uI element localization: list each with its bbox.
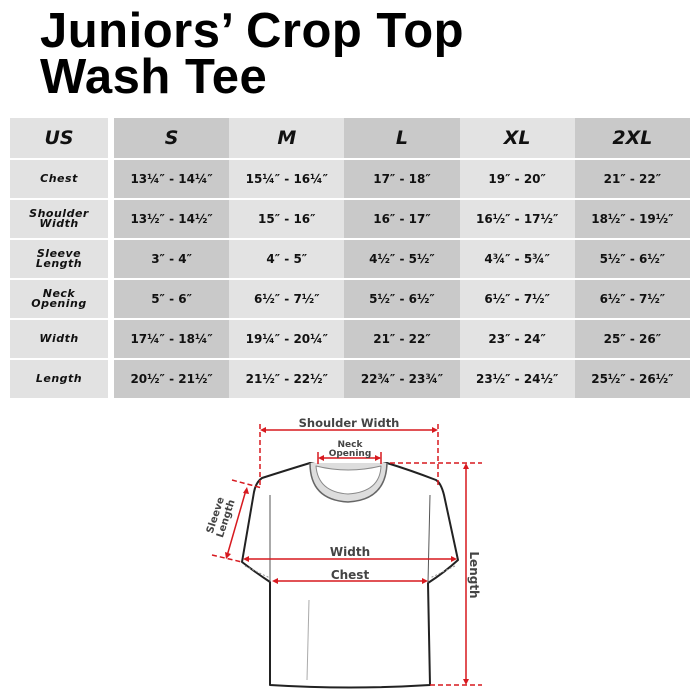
table-row: Length 20½″ - 21½″ 21½″ - 22½″ 22¾″ - 23¾″ 2… [10, 360, 690, 398]
table-cell: 18½″ - 19½″ [574, 200, 690, 238]
table-cell: 4¾″ - 5¾″ [459, 240, 575, 278]
row-label: Shoulder Width [10, 200, 114, 238]
table-cell: 6½″ - 7½″ [459, 280, 575, 318]
header-size: L [344, 118, 460, 158]
row-label-line: Width [39, 217, 79, 230]
table-cell: 13½″ - 14½″ [114, 200, 230, 238]
table-cell: 17″ - 18″ [344, 160, 460, 198]
table-cell: 17¼″ - 18¼″ [114, 320, 230, 358]
table-row: Neck Opening 5″ - 6″ 6½″ - 7½″ 5½″ - 6½″ 6½″ … [10, 280, 690, 318]
table-cell: 25″ - 26″ [574, 320, 690, 358]
table-cell: 15″ - 16″ [229, 200, 345, 238]
table-cell: 19″ - 20″ [459, 160, 575, 198]
header-us: US [10, 118, 114, 158]
header-size: S [114, 118, 230, 158]
table-cell: 20½″ - 21½″ [114, 360, 230, 398]
table-cell: 22¾″ - 23¾″ [344, 360, 460, 398]
header-size: XL [459, 118, 575, 158]
row-label: Length [10, 360, 114, 398]
row-label-line: Opening [31, 297, 87, 310]
table-cell: 15¼″ - 16¼″ [229, 160, 345, 198]
table-cell: 13¼″ - 14¼″ [114, 160, 230, 198]
row-label-line: Length [35, 257, 83, 270]
title-line-2: Wash Tee [40, 50, 268, 104]
size-chart-table: US S M L XL 2XL Chest 13¼″ - 14¼″ 15¼″ - 1… [10, 116, 690, 400]
row-label: Width [10, 320, 114, 358]
title-line-1: Juniors’ Crop Top [40, 4, 465, 58]
header-size: M [229, 118, 345, 158]
tshirt-outline-icon [241, 462, 459, 689]
table-cell: 5″ - 6″ [114, 280, 230, 318]
table-cell: 6½″ - 7½″ [574, 280, 690, 318]
shoulder-width-label: Shoulder Width [299, 416, 400, 430]
table-cell: 23″ - 24″ [459, 320, 575, 358]
chest-label: Chest [331, 568, 370, 582]
table-cell: 21″ - 22″ [574, 160, 690, 198]
sleeve-length-arrow [226, 489, 247, 557]
table-cell: 19¼″ - 20¼″ [229, 320, 345, 358]
table-row: Shoulder Width 13½″ - 14½″ 15″ - 16″ 16″ - 1… [10, 200, 690, 238]
header-size: 2XL [574, 118, 690, 158]
row-label-line: Sleeve [36, 247, 82, 260]
table-cell: 21½″ - 22½″ [229, 360, 345, 398]
table-row: Width 17¼″ - 18¼″ 19¼″ - 20¼″ 21″ - 22″ 23″ … [10, 320, 690, 358]
row-label-line: Chest [40, 172, 78, 185]
neck-label-2: Opening [329, 449, 372, 459]
row-label-line: Neck [42, 287, 76, 300]
table-cell: 5½″ - 6½″ [344, 280, 460, 318]
table-cell: 6½″ - 7½″ [229, 280, 345, 318]
width-label: Width [330, 545, 370, 559]
row-label-line: Length [35, 372, 83, 385]
table-cell: 4½″ - 5½″ [344, 240, 460, 278]
length-label: Length [467, 551, 481, 598]
neck-label-1: Neck [338, 440, 364, 450]
table-cell: 16″ - 17″ [344, 200, 460, 238]
table-row: Sleeve Length 3″ - 4″ 4″ - 5″ 4½″ - 5½″ 4¾″ -… [10, 240, 690, 278]
row-label-line: Shoulder [29, 207, 89, 220]
row-label: Neck Opening [10, 280, 114, 318]
row-label: Chest [10, 160, 114, 198]
row-label-line: Width [39, 332, 79, 345]
table-cell: 5½″ - 6½″ [574, 240, 690, 278]
table-header-row: US S M L XL 2XL [10, 118, 690, 158]
row-label: Sleeve Length [10, 240, 114, 278]
table-row: Chest 13¼″ - 14¼″ 15¼″ - 16¼″ 17″ - 18″ 19″ … [10, 160, 690, 198]
page-title: Juniors’ Crop Top Wash Tee [40, 7, 464, 102]
table-cell: 25½″ - 26½″ [574, 360, 690, 398]
table-cell: 16½″ - 17½″ [459, 200, 575, 238]
table-cell: 23½″ - 24½″ [459, 360, 575, 398]
table-cell: 21″ - 22″ [344, 320, 460, 358]
table-cell: 3″ - 4″ [114, 240, 230, 278]
table-cell: 4″ - 5″ [229, 240, 345, 278]
